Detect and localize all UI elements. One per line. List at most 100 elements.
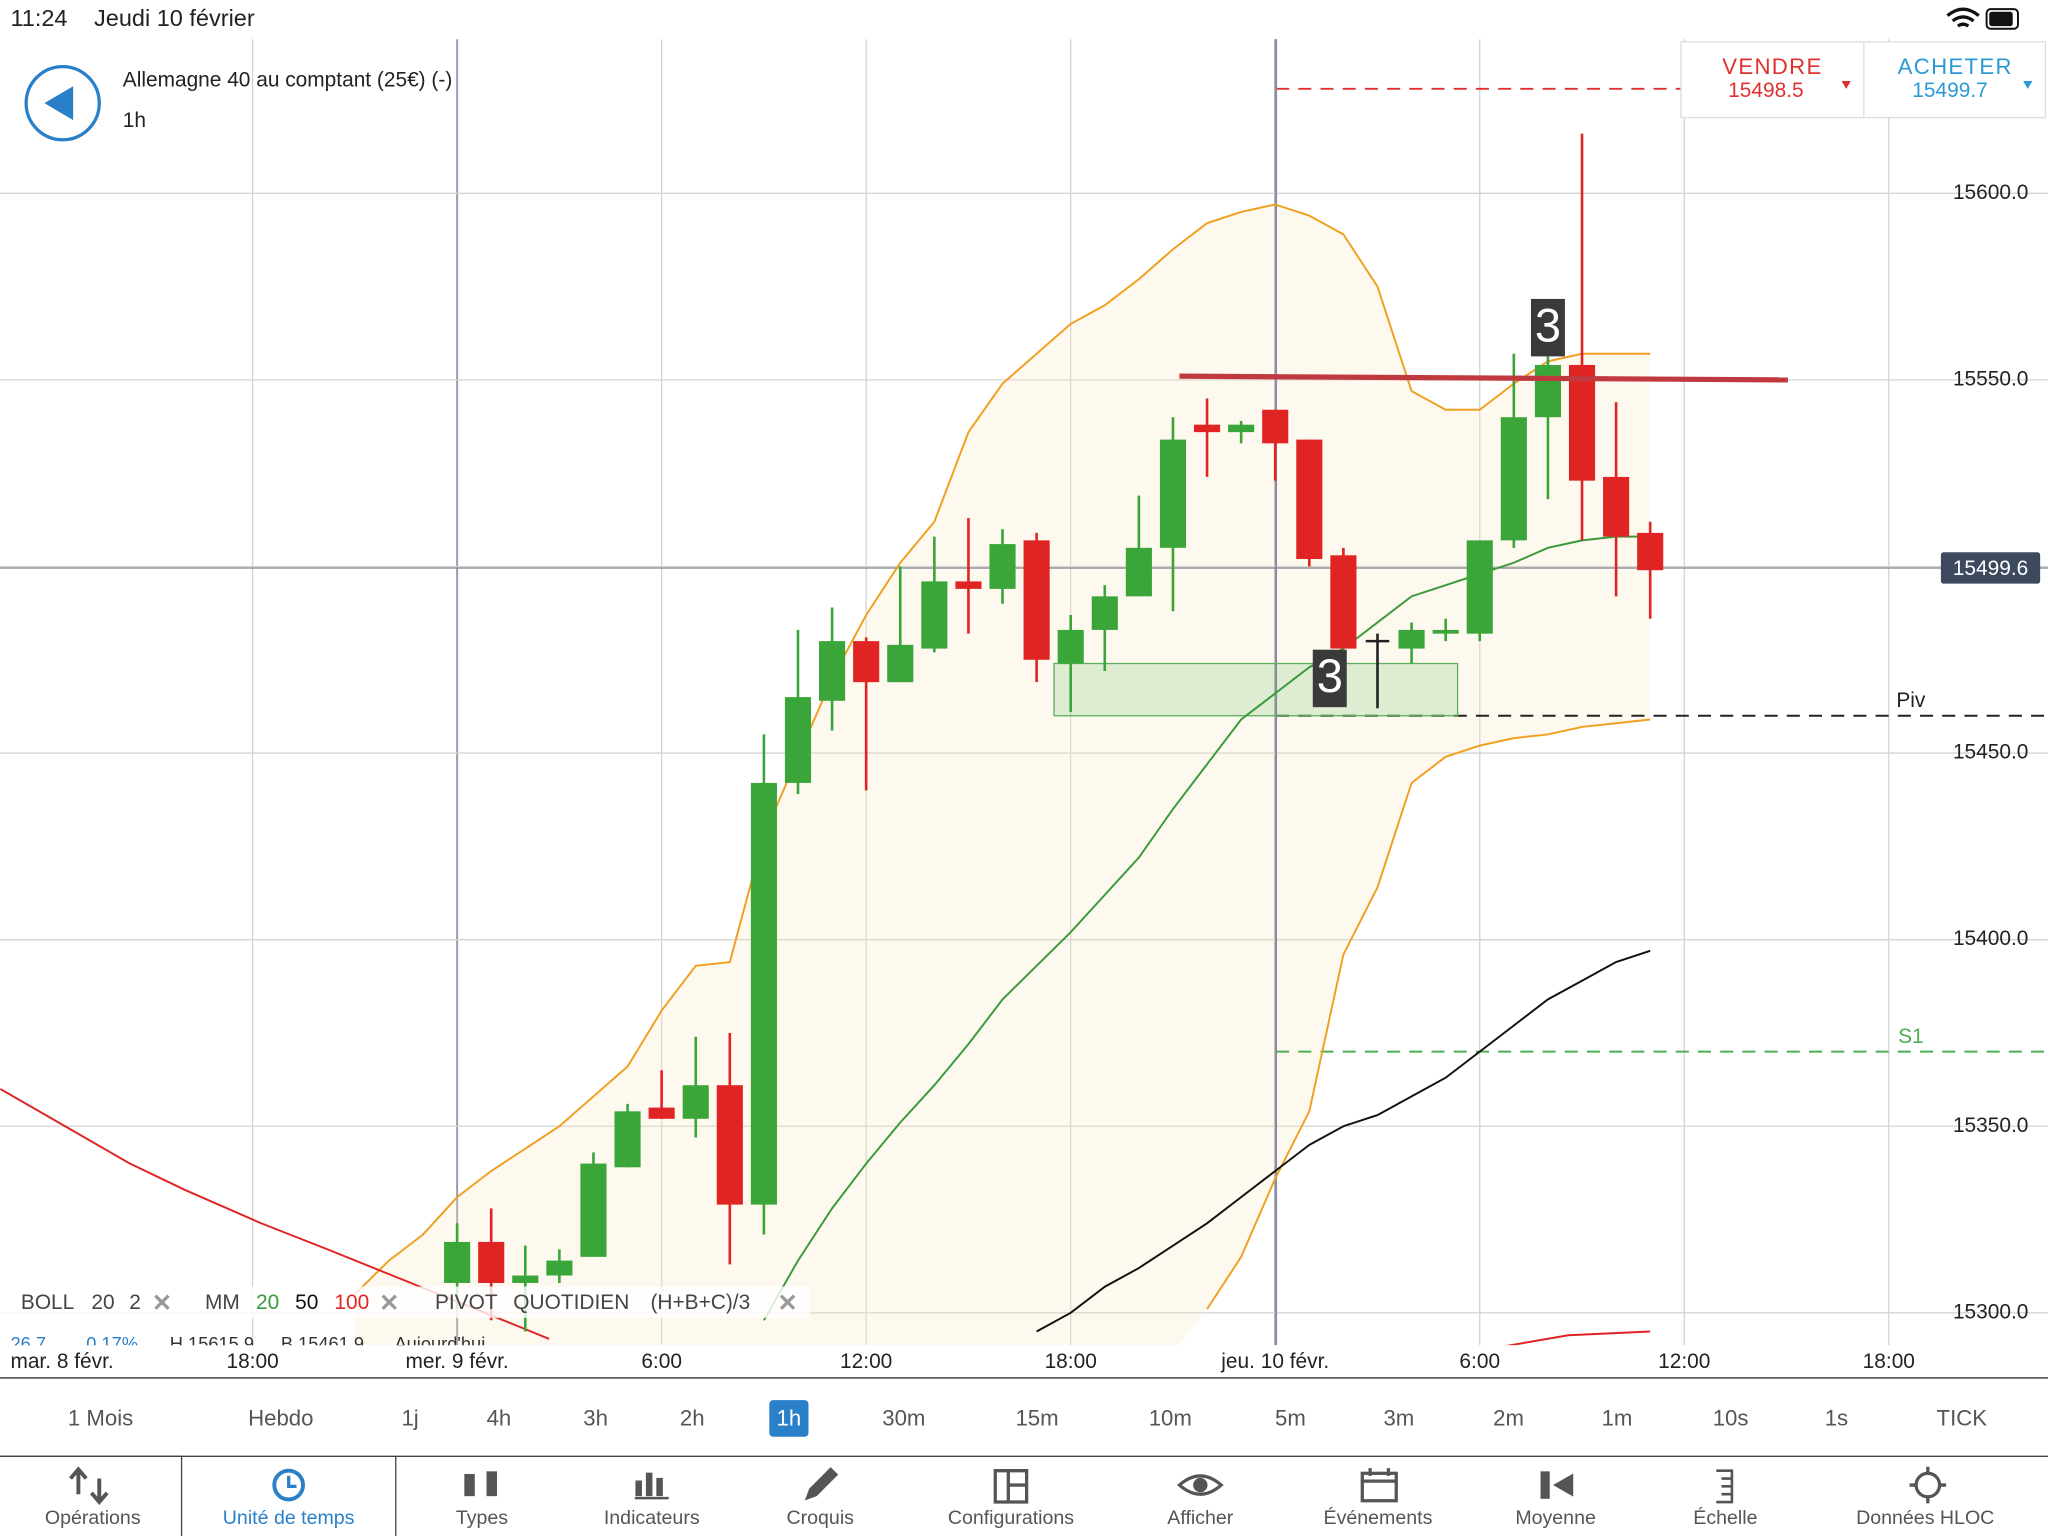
toolbar-button[interactable]: Indicateurs bbox=[604, 1507, 700, 1529]
buy-label: ACHETER bbox=[1898, 54, 2013, 79]
timeframe-option[interactable]: Hebdo bbox=[248, 1406, 313, 1431]
axis-band bbox=[0, 1345, 2048, 1380]
timeframe-option[interactable]: 1j bbox=[401, 1406, 418, 1431]
legend-text: MM bbox=[205, 1291, 240, 1314]
timeframe-option[interactable]: 10m bbox=[1149, 1406, 1192, 1431]
candle-body bbox=[1398, 629, 1425, 649]
timeframe-option[interactable]: 1m bbox=[1602, 1406, 1633, 1431]
candle-body bbox=[478, 1241, 505, 1283]
buy-dropdown bbox=[2023, 80, 2033, 89]
timeframe-bar: 1 Mois Hebdo 1j 4h 3h 2h 1h 30m 15m 10m 5m 3m 2m 1m 10… bbox=[0, 1400, 2048, 1536]
icon-types-2 bbox=[486, 1471, 497, 1497]
toolbar-button[interactable]: Données HLOC bbox=[1856, 1507, 1994, 1529]
sell-button[interactable]: VENDRE 15498.5 bbox=[1722, 54, 1851, 102]
marker-label: 3 bbox=[1535, 298, 1561, 351]
price-tag bbox=[1940, 552, 2041, 584]
icon-events-top bbox=[1362, 1468, 1397, 1483]
toolbar-button[interactable]: Types bbox=[456, 1507, 508, 1529]
candle-body bbox=[1534, 364, 1561, 418]
legend-text: (H+B+C)/3 bbox=[650, 1291, 750, 1314]
status-date: Jeudi 10 février bbox=[94, 5, 255, 31]
y-tick-label: 15450.0 bbox=[1953, 741, 2028, 764]
timeframe-option[interactable]: 1h bbox=[777, 1406, 802, 1431]
legend-text: 50 bbox=[295, 1291, 318, 1314]
candle-body bbox=[648, 1107, 675, 1119]
candle-body bbox=[1296, 439, 1323, 560]
timeframe-option[interactable]: 15m bbox=[1015, 1406, 1058, 1431]
legend-text: 20 bbox=[91, 1291, 114, 1314]
legend-text: 2 bbox=[129, 1291, 141, 1314]
timeframe-option[interactable]: 1s bbox=[1825, 1406, 1848, 1431]
icon-timeframe-hands bbox=[287, 1475, 297, 1488]
timeframe-option[interactable]: TICK bbox=[1937, 1406, 1988, 1431]
candle-body bbox=[955, 581, 982, 589]
y-tick-label: 15300.0 bbox=[1953, 1300, 2028, 1323]
y-tick-label: 15550.0 bbox=[1953, 367, 2028, 390]
x-tick-label: 6:00 bbox=[1459, 1350, 1500, 1373]
icon-sketch bbox=[804, 1467, 839, 1501]
timeframe-option[interactable]: 3h bbox=[583, 1406, 608, 1431]
timeframe-option[interactable]: 30m bbox=[882, 1406, 925, 1431]
candle-body bbox=[1159, 439, 1187, 548]
toolbar-button[interactable]: Événements bbox=[1324, 1506, 1433, 1529]
toolbar-button[interactable]: Moyenne bbox=[1515, 1507, 1596, 1529]
candle-body bbox=[512, 1275, 539, 1283]
clock: 11:24 bbox=[10, 5, 67, 31]
timeframe-option[interactable]: 10s bbox=[1713, 1406, 1749, 1431]
candle-body bbox=[1500, 417, 1527, 541]
buy-price: 15499.7 bbox=[1912, 79, 1987, 102]
toolbar-icons bbox=[69, 1466, 1947, 1506]
indicator-line bbox=[354, 203, 1651, 1295]
remove-icon[interactable] bbox=[381, 1294, 397, 1310]
candle-body bbox=[1193, 424, 1221, 433]
candle-body bbox=[716, 1085, 743, 1205]
candle-body bbox=[1637, 532, 1664, 571]
trendline bbox=[1179, 373, 1788, 383]
timeframe-option[interactable]: 2h bbox=[680, 1406, 705, 1431]
ui: 11:24 Jeudi 10 février Allemagne 40 au c… bbox=[10, 5, 2047, 1323]
toolbar-button[interactable]: Unité de temps bbox=[223, 1507, 355, 1529]
wifi-icon bbox=[1946, 7, 1980, 28]
toolbar: Opérations Unité de temps Types Indicateurs… bbox=[45, 1466, 1994, 1529]
candle-body bbox=[444, 1241, 471, 1283]
marker-label: 3 bbox=[1317, 649, 1343, 702]
x-tick-label: 6:00 bbox=[641, 1350, 682, 1373]
icon-average-arrow bbox=[1552, 1473, 1574, 1497]
candle-body bbox=[614, 1111, 641, 1168]
timeframe-option[interactable]: 1 Mois bbox=[68, 1406, 133, 1431]
candle-body bbox=[784, 697, 812, 783]
buy-button[interactable]: ACHETER 15499.7 bbox=[1898, 54, 2033, 102]
sell-price: 15498.5 bbox=[1728, 79, 1803, 102]
battery-icon bbox=[1985, 8, 2019, 30]
remove-icon[interactable] bbox=[779, 1294, 796, 1310]
toolbar-button[interactable]: Échelle bbox=[1693, 1506, 1757, 1529]
timeframe-option[interactable]: 4h bbox=[487, 1406, 512, 1431]
timeframe-option[interactable]: 2m bbox=[1493, 1406, 1524, 1431]
toolbar-tab-outline bbox=[0, 1455, 397, 1536]
legend-text: 100 bbox=[334, 1291, 369, 1314]
marker-box bbox=[1312, 649, 1347, 708]
toolbar-button[interactable]: Configurations bbox=[948, 1507, 1074, 1529]
toolbar-button[interactable]: Afficher bbox=[1167, 1507, 1233, 1529]
candle-body bbox=[1568, 364, 1596, 481]
bollinger-fill bbox=[354, 204, 1651, 1346]
toolbar-button[interactable]: Croquis bbox=[787, 1507, 855, 1529]
sell-label: VENDRE bbox=[1722, 54, 1822, 79]
timeframe-option[interactable]: 3m bbox=[1383, 1406, 1414, 1431]
icon-types bbox=[464, 1473, 475, 1497]
remove-icon[interactable] bbox=[154, 1294, 170, 1310]
icon-scale bbox=[1716, 1469, 1734, 1504]
back-arrow bbox=[44, 86, 74, 121]
level-label: Piv bbox=[1896, 689, 1926, 712]
y-tick-label: 15400.0 bbox=[1953, 927, 2028, 950]
timeframe-option[interactable]: 5m bbox=[1275, 1406, 1306, 1431]
x-tick-label: 18:00 bbox=[226, 1350, 278, 1373]
candle-body bbox=[1228, 424, 1255, 433]
icon-indicators-3 bbox=[656, 1477, 663, 1497]
y-tick-label: 15600.0 bbox=[1953, 181, 2028, 204]
indicator-line bbox=[1036, 949, 1651, 1333]
toolbar-button[interactable]: Opérations bbox=[45, 1507, 141, 1529]
candle-body bbox=[989, 544, 1016, 589]
candle-body bbox=[580, 1163, 607, 1257]
